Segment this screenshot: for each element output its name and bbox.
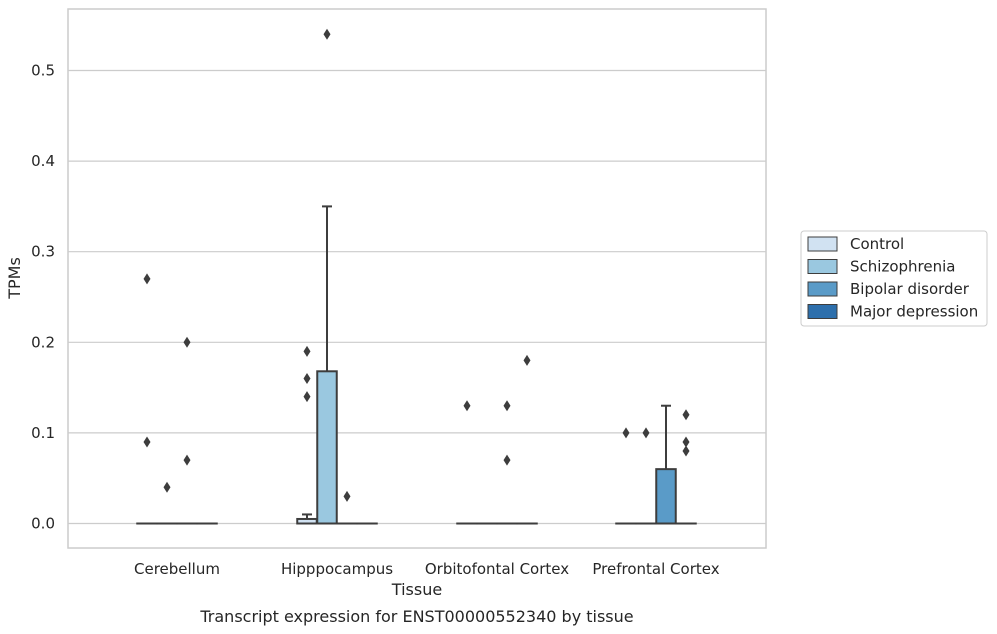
x-tick-label: Orbitofontal Cortex — [425, 560, 569, 578]
outlier-point — [183, 336, 191, 348]
box-bipolar-disorder-3 — [655, 404, 677, 525]
outlier-point — [343, 490, 351, 502]
y-tick-label: 0.5 — [31, 62, 55, 80]
legend-label: Control — [850, 235, 904, 253]
outlier-point — [622, 427, 630, 439]
outlier-point — [303, 345, 311, 357]
outlier-point — [303, 391, 311, 403]
legend-label: Major depression — [850, 303, 978, 321]
y-tick-label: 0.2 — [31, 333, 55, 351]
outlier-point — [682, 436, 690, 448]
box-body — [655, 468, 677, 525]
x-tick-label: Hipppocampus — [281, 560, 393, 578]
outlier-point — [463, 400, 471, 412]
x-tick-labels: Cerebellum Hipppocampus Orbitofontal Corte… — [134, 560, 720, 578]
box-schizophrenia-1 — [316, 205, 338, 525]
outlier-point — [183, 454, 191, 466]
outlier-point — [143, 436, 151, 448]
box-control-1 — [296, 513, 318, 525]
legend-label: Bipolar disorder — [850, 280, 970, 298]
legend-swatch — [807, 281, 838, 297]
outlier-point — [682, 445, 690, 457]
legend-label: Schizophrenia — [850, 258, 955, 276]
y-tick-label: 0.1 — [31, 424, 55, 442]
outlier-point — [303, 373, 311, 385]
outlier-point — [503, 400, 511, 412]
outlier-point — [523, 354, 531, 366]
x-tick-label: Cerebellum — [134, 560, 220, 578]
y-tick-label: 0.4 — [31, 152, 55, 170]
x-tick-label: Prefrontal Cortex — [592, 560, 719, 578]
outlier-point — [503, 454, 511, 466]
y-tick-label: 0.3 — [31, 243, 55, 261]
outlier-point — [163, 481, 171, 493]
outlier-points — [143, 28, 690, 502]
y-tick-label: 0.0 — [31, 515, 55, 533]
box-body — [316, 370, 338, 525]
legend-frame — [800, 230, 988, 327]
legend-swatch — [807, 236, 838, 252]
chart-caption: Transcript expression for ENST0000055234… — [199, 607, 633, 626]
outlier-point — [682, 409, 690, 421]
boxes — [136, 205, 697, 525]
grid-lines — [68, 69, 766, 525]
outlier-point — [143, 273, 151, 285]
outlier-point — [323, 28, 331, 40]
outlier-point — [642, 427, 650, 439]
legend-swatch — [807, 259, 838, 274]
x-axis-label: Tissue — [391, 580, 442, 599]
y-tick-labels: 0.0 0.1 0.2 0.3 0.4 0.5 — [31, 62, 55, 533]
plot-area-frame — [67, 8, 767, 549]
legend-swatch — [807, 304, 838, 319]
legend: Control Schizophrenia Bipolar disorder Majo… — [800, 230, 988, 327]
y-axis-label: TPMs — [5, 257, 24, 300]
